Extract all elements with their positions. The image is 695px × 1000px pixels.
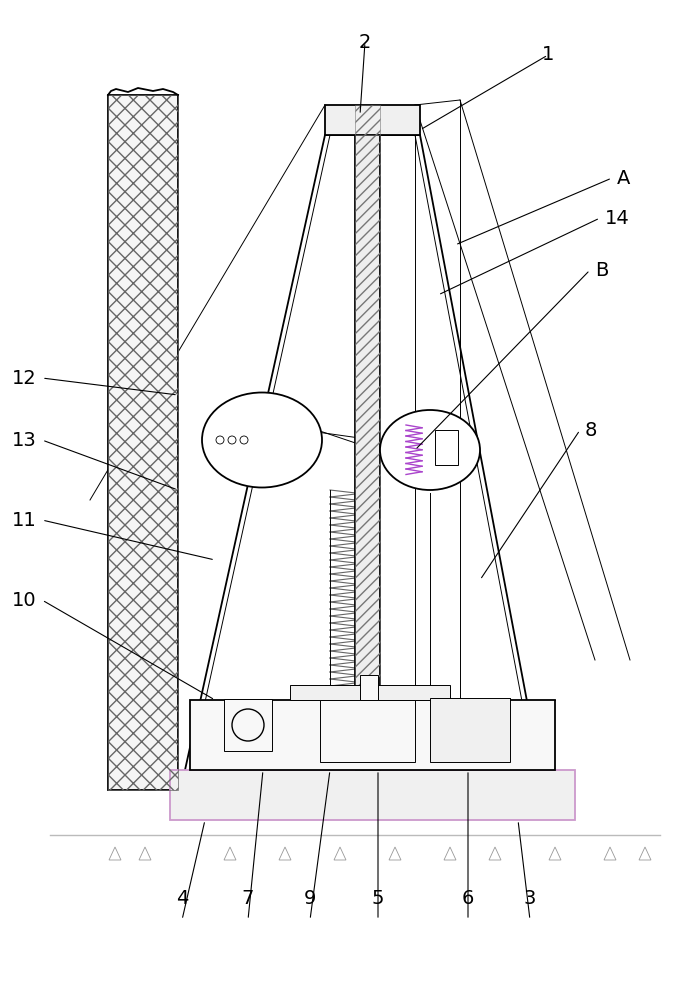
Bar xyxy=(108,95,178,790)
Text: B: B xyxy=(595,260,608,279)
Ellipse shape xyxy=(202,392,322,488)
Text: 12: 12 xyxy=(13,368,37,387)
Bar xyxy=(190,700,555,770)
Text: 10: 10 xyxy=(13,590,37,609)
Bar xyxy=(290,685,450,700)
Text: 11: 11 xyxy=(13,510,37,530)
Bar xyxy=(108,95,178,790)
Text: 1: 1 xyxy=(542,45,554,64)
Text: 9: 9 xyxy=(304,889,316,908)
Text: 14: 14 xyxy=(605,209,630,228)
Bar xyxy=(355,110,380,770)
Text: 6: 6 xyxy=(461,889,474,908)
Bar xyxy=(435,430,458,465)
Text: 13: 13 xyxy=(13,430,37,450)
Bar xyxy=(430,698,510,762)
Bar xyxy=(170,770,575,820)
Text: 4: 4 xyxy=(176,889,188,908)
Bar xyxy=(355,105,380,135)
Text: 3: 3 xyxy=(524,889,536,908)
Bar xyxy=(320,700,415,762)
Text: A: A xyxy=(617,168,630,188)
Bar xyxy=(325,105,420,135)
Ellipse shape xyxy=(380,410,480,490)
Bar xyxy=(359,675,377,700)
Bar xyxy=(224,699,272,751)
Text: 2: 2 xyxy=(359,32,371,51)
Bar xyxy=(355,110,380,770)
Text: 5: 5 xyxy=(372,889,384,908)
Text: 7: 7 xyxy=(242,889,254,908)
Text: 8: 8 xyxy=(585,420,598,440)
